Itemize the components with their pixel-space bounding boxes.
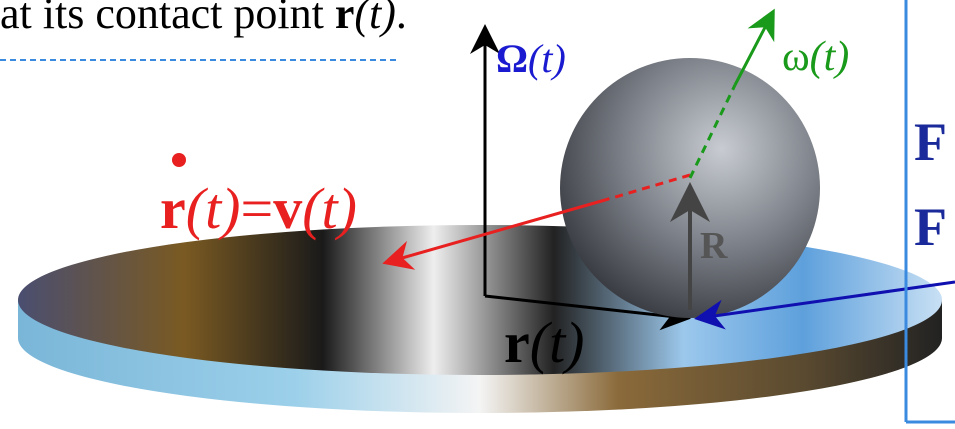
label-symbol: v	[273, 176, 302, 241]
position-label: r(t)	[504, 310, 585, 375]
side-text: F	[914, 197, 947, 257]
label-symbol: r	[504, 310, 530, 375]
label-symbol: Ω	[496, 36, 528, 81]
label-symbol: r	[160, 176, 186, 241]
spin-axis-label: Ω(t)	[496, 36, 566, 81]
slide: at its contact point r(t). Ω(t) ω(t) r(t…	[0, 0, 955, 429]
label-arg: (t)	[528, 36, 566, 81]
omega-arrow	[735, 14, 772, 85]
side-text: F	[914, 112, 947, 172]
caption: at its contact point r(t).	[0, 0, 407, 38]
label-symbol: ω	[782, 34, 810, 80]
caption-symbol: r	[335, 0, 355, 38]
angular-velocity-label: ω(t)	[782, 34, 849, 80]
time-derivative-dot	[172, 153, 186, 167]
label-arg: (t)	[186, 176, 241, 241]
label-arg: (t)	[302, 176, 357, 241]
label-arg: (t)	[810, 34, 850, 80]
caption-end: .	[396, 0, 407, 38]
radius-label: R	[700, 225, 728, 267]
velocity-label: r(t)=v(t)	[160, 176, 357, 241]
label-equals: =	[241, 176, 274, 241]
caption-arg: (t)	[354, 0, 396, 38]
caption-text: at its contact point	[0, 0, 335, 38]
label-arg: (t)	[530, 310, 585, 375]
